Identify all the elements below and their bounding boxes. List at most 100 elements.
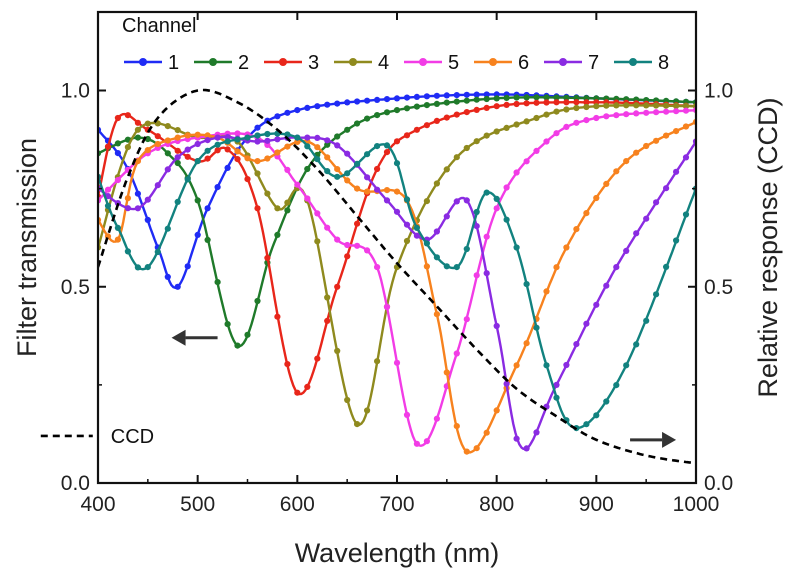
data-point [563,94,570,101]
data-point [563,123,570,130]
data-point [473,96,480,103]
legend-item-6: 6 [474,52,529,74]
x-tick-label: 900 [579,493,614,516]
legend-label: 8 [658,52,669,74]
data-point [623,111,630,118]
data-point [134,264,141,271]
data-point [254,124,261,131]
data-point [563,244,570,251]
data-point [194,231,201,238]
data-point [284,361,291,368]
legend-swatch-marker [629,58,637,66]
data-point [463,97,470,104]
data-point [174,154,181,161]
data-point [324,168,331,175]
data-point [154,248,161,256]
data-point [324,224,331,231]
data-point [244,176,251,183]
data-point [204,137,211,144]
y-axis-title: Filter transmission [12,138,42,357]
data-point [354,120,361,127]
data-point [643,142,650,150]
data-point [204,236,211,243]
data-point [682,154,690,161]
data-point [453,98,460,105]
data-point [553,99,560,106]
data-point [603,102,610,109]
data-point [533,429,540,436]
y-tick-label: 0.0 [61,472,90,495]
legend-swatch-marker [139,58,147,66]
data-point [324,154,331,161]
series-CCD [98,88,696,465]
data-point [154,133,161,140]
data-point [174,283,181,290]
data-point [383,149,391,156]
data-point [364,247,371,254]
data-point [264,130,271,138]
data-point [314,103,321,110]
data-point [344,150,351,157]
data-point [593,114,600,122]
data-point [184,146,191,153]
arrows-layer [171,329,677,448]
data-point [274,149,281,156]
data-point [284,207,291,214]
data-point [324,137,331,144]
data-point [184,153,191,160]
data-point [623,158,630,165]
legend-item-ccd: CCD [40,426,154,448]
data-point [304,143,311,150]
legend-swatch-marker [349,58,357,66]
data-point [254,297,261,305]
data-point [453,423,460,430]
data-point [144,216,151,223]
legend-title: Channel [122,15,197,37]
data-point [513,94,520,101]
data-point [543,362,550,369]
series-7 [98,134,696,452]
legend-label: 3 [308,52,319,74]
series-8 [98,130,696,432]
data-point [573,119,580,126]
axis-titles: Wavelength (nm) Filter transmission Relati… [12,97,783,568]
data-point [114,114,121,122]
data-point [204,205,211,212]
data-point [433,228,440,235]
data-point [573,104,580,112]
legend-swatch-marker [209,58,217,66]
data-point [204,155,211,162]
legend-label: 6 [518,52,529,74]
data-point [553,381,560,388]
data-point [493,195,500,202]
data-point [214,141,221,148]
data-point [673,102,680,109]
data-point [334,100,341,107]
data-point [623,102,630,109]
data-point [274,113,281,120]
legend-label: 2 [238,52,249,74]
data-point [354,185,361,192]
data-point [463,91,470,98]
data-point [324,294,331,301]
legend-label: 1 [168,52,179,74]
data-point [374,186,381,193]
series-markers-2 [98,94,696,349]
data-point [324,141,331,148]
data-point [334,173,341,180]
data-point [114,140,121,147]
data-point [403,411,411,418]
data-point [294,389,301,396]
data-point [483,270,490,277]
arrow-left-icon [171,329,218,346]
data-point [663,263,670,270]
data-point [413,93,420,100]
x-axis-title: Wavelength (nm) [295,538,500,568]
data-point [364,115,371,122]
data-point [673,168,680,175]
data-point [393,188,401,195]
y2-tick-label: 0.0 [704,472,733,495]
data-point [294,181,301,188]
data-point [164,166,171,173]
data-point [453,111,460,118]
